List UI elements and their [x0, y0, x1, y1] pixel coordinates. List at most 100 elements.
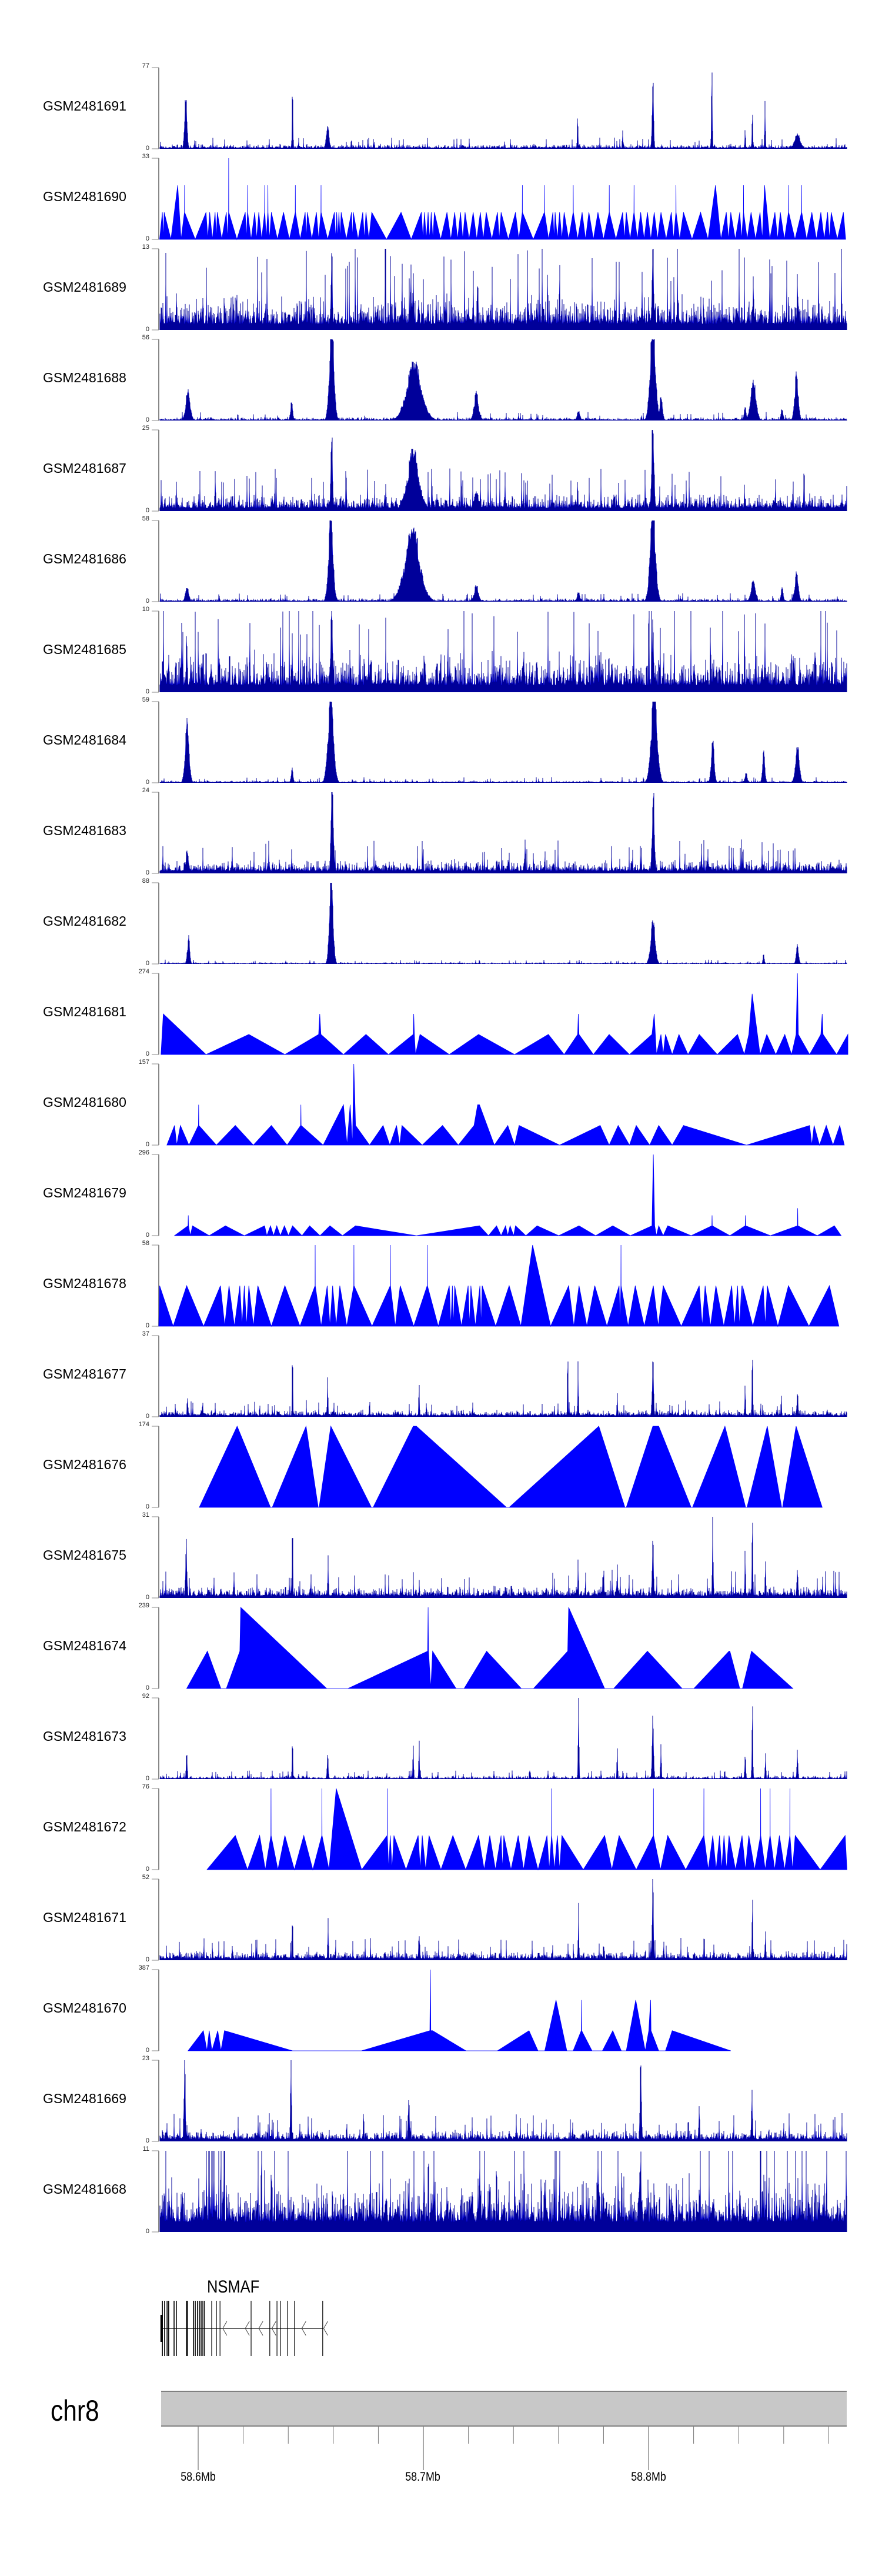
track-GSM2481679	[152, 1154, 842, 1237]
y-axis-zero-label: 0	[145, 1503, 149, 1510]
y-axis-max-label: 24	[142, 787, 149, 794]
y-axis-zero-label: 0	[145, 1050, 149, 1057]
coverage-bars	[159, 339, 847, 421]
y-axis-max-label: 58	[142, 1240, 149, 1247]
coverage-area	[160, 72, 847, 149]
y-axis-max-label: 25	[142, 425, 149, 432]
strand-arrow-icon	[245, 2321, 250, 2336]
coverage-area	[160, 249, 847, 330]
genome-axis	[161, 2391, 847, 2470]
coverage-area	[160, 792, 847, 873]
track-label: GSM2481685	[43, 642, 126, 657]
track-GSM2481683	[152, 792, 847, 874]
track-label: GSM2481691	[43, 98, 126, 114]
track-GSM2481678	[152, 1244, 840, 1327]
y-axis-max-label: 77	[142, 62, 149, 69]
track-label: GSM2481677	[43, 1366, 126, 1382]
coverage-bars	[159, 1517, 847, 1598]
y-axis-zero-label: 0	[145, 960, 149, 967]
coverage-polygon	[159, 158, 846, 241]
track-GSM2481681	[152, 973, 848, 1056]
y-axis-max-label: 37	[142, 1330, 149, 1337]
track-label: GSM2481684	[43, 732, 126, 748]
y-axis-zero-label: 0	[145, 1775, 149, 1782]
y-axis-max-label: 157	[138, 1059, 149, 1066]
track-label: GSM2481673	[43, 1729, 126, 1744]
y-axis-max-label: 88	[142, 877, 149, 885]
coverage-polygon	[166, 1063, 845, 1146]
track-GSM2481687	[152, 429, 847, 512]
coverage-area	[160, 520, 847, 602]
y-axis-zero-label: 0	[145, 2137, 149, 2144]
track-label: GSM2481686	[43, 551, 126, 566]
y-axis-max-label: 92	[142, 1693, 149, 1700]
y-axis-zero-label: 0	[145, 145, 149, 152]
y-axis-max-label: 13	[142, 243, 149, 251]
track-label: GSM2481683	[43, 823, 126, 838]
coverage-bars	[159, 611, 847, 692]
gene-model-NSMAF	[160, 2301, 328, 2356]
track-GSM2481691	[152, 67, 847, 149]
track-GSM2481674	[152, 1607, 794, 1689]
coverage-area	[160, 702, 847, 783]
y-axis-max-label: 296	[138, 1149, 149, 1156]
track-GSM2481671	[152, 1878, 847, 1961]
track-label: GSM2481674	[43, 1638, 126, 1653]
chromosome-label: chr8	[51, 2394, 99, 2427]
coverage-polygon	[206, 1788, 847, 1871]
y-axis-max-label: 274	[138, 968, 149, 975]
coverage-bars	[159, 1698, 847, 1779]
track-GSM2481680	[152, 1063, 845, 1146]
strand-arrow-icon	[258, 2321, 263, 2336]
coverage-bars	[159, 883, 847, 964]
track-GSM2481689	[152, 248, 847, 331]
coverage-area	[160, 1517, 847, 1598]
y-axis-max-label: 58	[142, 515, 149, 522]
coverage-bars	[159, 430, 847, 511]
coverage-bars	[159, 72, 847, 149]
track-GSM2481676	[152, 1425, 823, 1508]
track-label: GSM2481681	[43, 1004, 126, 1019]
y-axis-zero-label: 0	[145, 869, 149, 876]
y-axis-zero-label: 0	[145, 1322, 149, 1329]
y-axis-max-label: 33	[142, 153, 149, 160]
coverage-bars	[159, 2151, 847, 2232]
coverage-area	[160, 883, 847, 964]
y-axis-zero-label: 0	[145, 1866, 149, 1873]
track-label: GSM2481675	[43, 1547, 126, 1563]
y-axis-zero-label: 0	[145, 779, 149, 786]
track-label: GSM2481669	[43, 2091, 126, 2106]
coverage-area	[160, 1879, 847, 1960]
coverage-polygon	[199, 1425, 823, 1508]
track-GSM2481685	[152, 610, 847, 693]
y-axis-max-label: 11	[142, 2145, 149, 2153]
coverage-polygon	[161, 973, 848, 1056]
coverage-area	[160, 1698, 847, 1779]
coverage-bars	[159, 2060, 847, 2141]
track-label: GSM2481676	[43, 1457, 126, 1472]
strand-arrow-icon	[222, 2321, 228, 2336]
track-GSM2481684	[152, 701, 847, 783]
track-label: GSM2481668	[43, 2181, 126, 2197]
y-axis-zero-label: 0	[145, 1413, 149, 1420]
axis-tick-label: 58.8Mb	[631, 2470, 666, 2484]
y-axis-zero-label: 0	[145, 2228, 149, 2235]
y-axis-max-label: 239	[138, 1602, 149, 1609]
y-axis-zero-label: 0	[145, 598, 149, 605]
y-axis-max-label: 387	[138, 1964, 149, 1971]
coverage-bars	[159, 792, 847, 873]
track-label: GSM2481688	[43, 370, 126, 385]
track-GSM2481668	[152, 2150, 847, 2233]
track-label: GSM2481670	[43, 2000, 126, 2016]
track-label: GSM2481679	[43, 1185, 126, 1200]
coverage-polygon	[173, 1154, 842, 1237]
y-axis-zero-label: 0	[145, 1956, 149, 1963]
strand-arrow-icon	[301, 2321, 306, 2336]
track-label: GSM2481678	[43, 1276, 126, 1291]
track-label: GSM2481690	[43, 189, 126, 204]
y-axis-max-label: 23	[142, 2055, 149, 2062]
track-label: GSM2481682	[43, 913, 126, 929]
y-axis-zero-label: 0	[145, 2047, 149, 2054]
track-label: GSM2481687	[43, 461, 126, 476]
